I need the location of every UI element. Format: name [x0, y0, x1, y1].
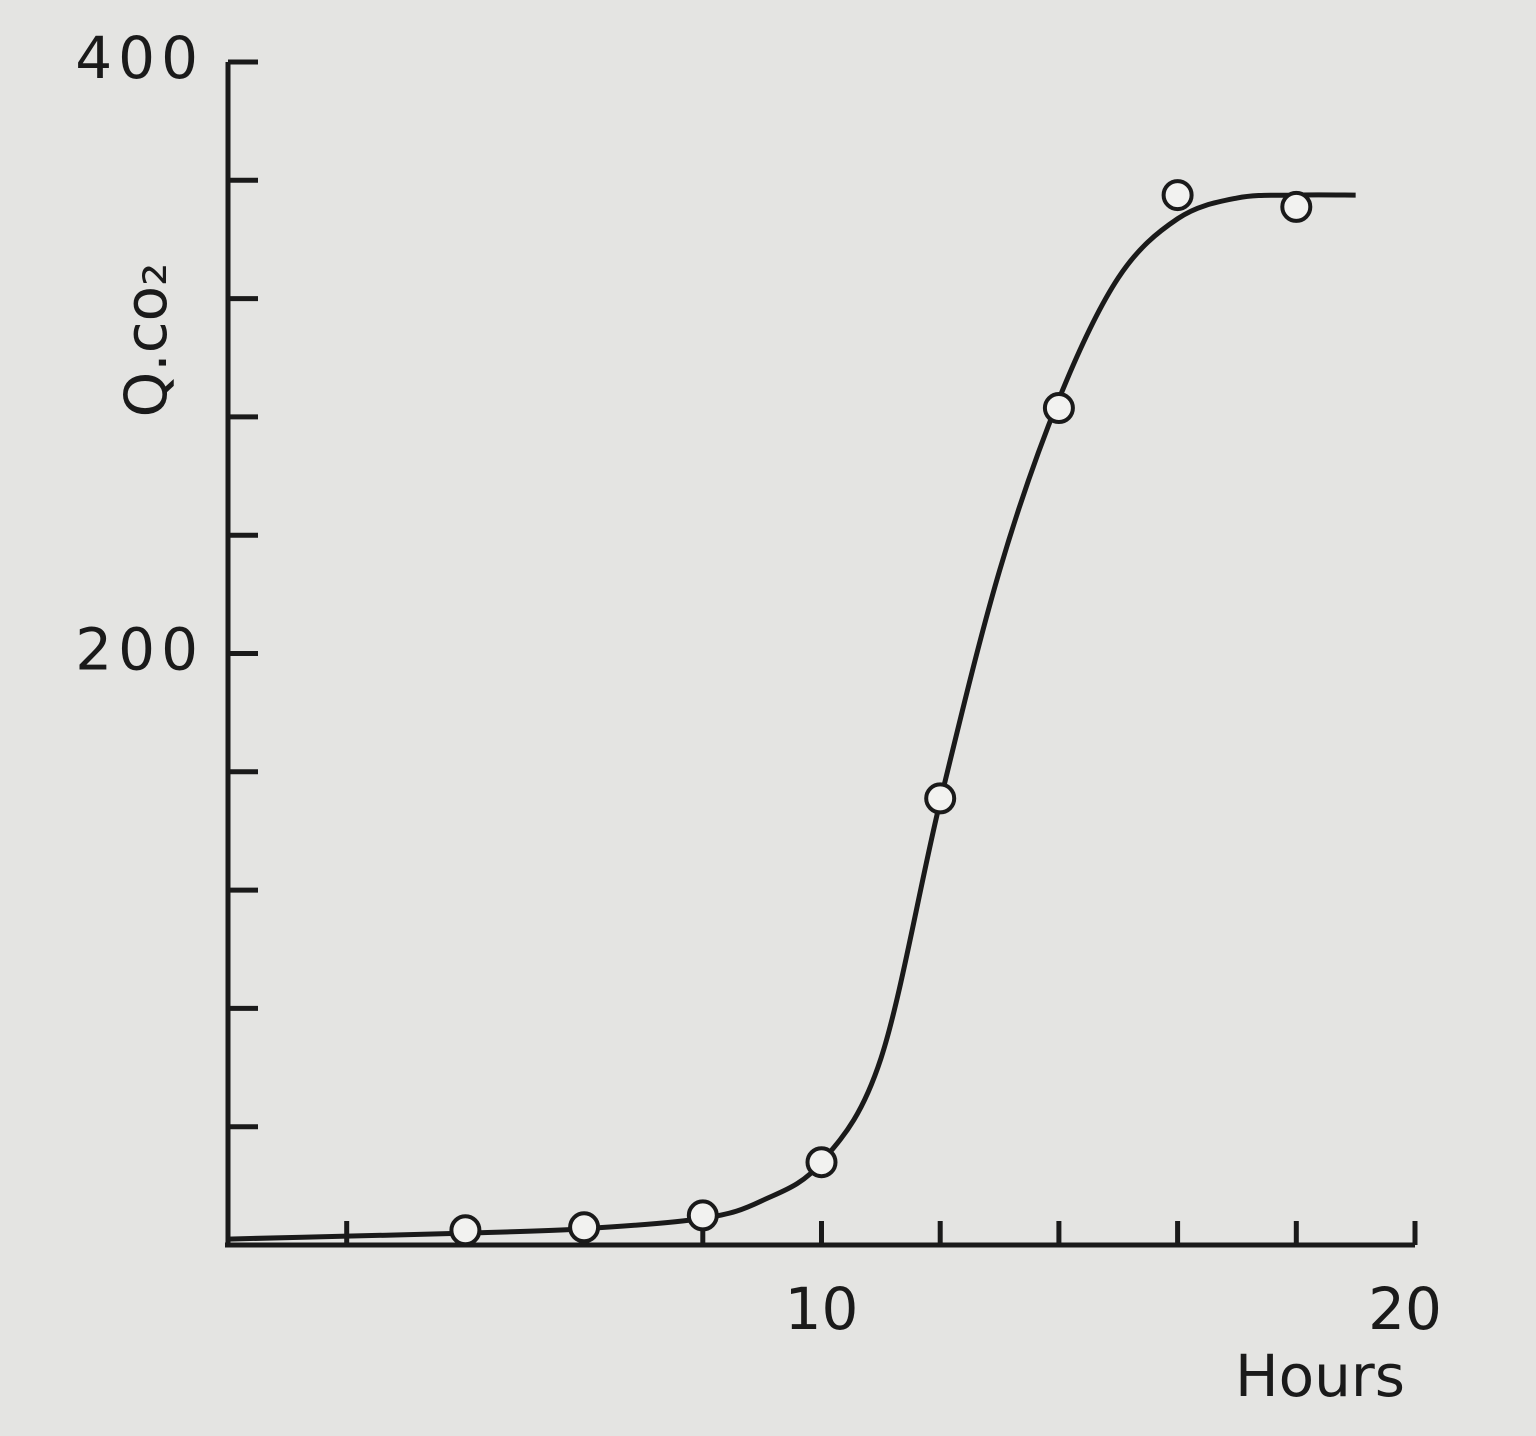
data-point	[686, 1199, 719, 1232]
x-tick-label: 20	[1368, 1275, 1442, 1343]
data-point	[1280, 190, 1313, 223]
data-point	[924, 782, 957, 815]
y-axis-title: Q.co₂	[112, 263, 180, 418]
fit-curve	[227, 192, 1356, 1242]
data-point	[805, 1146, 838, 1179]
y-tick-label: 400	[75, 24, 204, 92]
data-point	[449, 1214, 482, 1247]
x-tick-label: 10	[785, 1275, 859, 1343]
y-tick-label: 200	[75, 616, 204, 684]
data-point	[1042, 392, 1075, 425]
data-point	[1161, 179, 1194, 212]
x-axis-title: Hours	[1235, 1342, 1405, 1410]
data-point	[568, 1211, 601, 1244]
